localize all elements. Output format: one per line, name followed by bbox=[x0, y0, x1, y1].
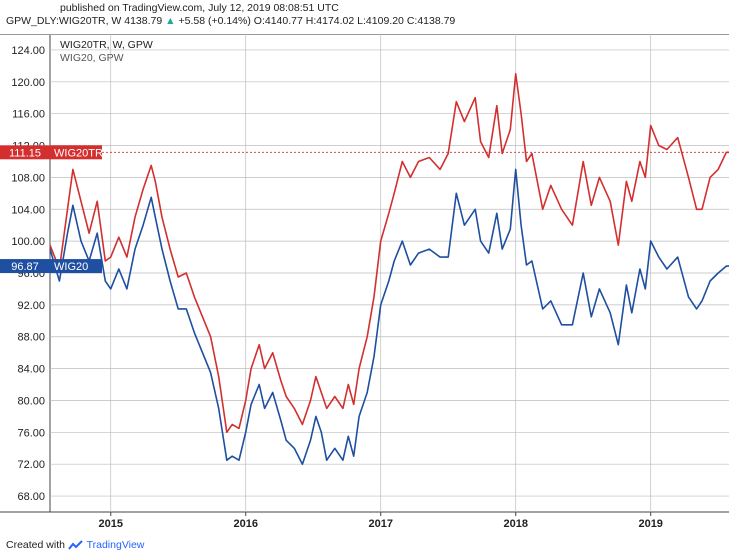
series-name-label: WIG20TR bbox=[54, 147, 103, 159]
last-value-label: 96.87 bbox=[11, 261, 39, 273]
y-tick-label: 108.00 bbox=[11, 172, 45, 184]
x-axis: 2015 2016 2017 2018 2019 bbox=[99, 512, 663, 530]
footer: Created with TradingView bbox=[6, 539, 144, 551]
series-line-wig20 bbox=[49, 168, 729, 466]
low-value: 4109.20 bbox=[365, 15, 404, 27]
legend-wig20: WIG20, GPW bbox=[60, 52, 124, 64]
last-price: 4138.79 bbox=[124, 15, 163, 27]
created-with-text: Created with bbox=[6, 539, 65, 551]
series-name-label: WIG20 bbox=[54, 261, 88, 273]
x-tick-label: 2016 bbox=[233, 518, 257, 530]
open-value: 4140.77 bbox=[264, 15, 303, 27]
series-line-wig20tr bbox=[49, 72, 729, 434]
y-tick-label: 104.00 bbox=[11, 204, 45, 216]
open-label: O: bbox=[253, 15, 265, 27]
y-tick-label: 68.00 bbox=[17, 491, 45, 503]
y-tick-label: 72.00 bbox=[17, 459, 45, 471]
close-value: 4138.79 bbox=[417, 15, 456, 27]
published-text: published on TradingView.com, July 12, 2… bbox=[60, 2, 339, 14]
high-label: H: bbox=[305, 15, 317, 27]
price-chart[interactable]: 68.0072.0076.0080.0084.0088.0092.0096.00… bbox=[0, 34, 729, 536]
series-lines bbox=[49, 72, 729, 466]
price-change: +5.58 (+0.14%) bbox=[178, 15, 251, 27]
last-value-badge bbox=[0, 259, 50, 274]
x-tick-label: 2015 bbox=[99, 518, 123, 530]
high-value: 4174.02 bbox=[316, 15, 355, 27]
tradingview-logo-icon bbox=[68, 540, 83, 550]
last-value-badge bbox=[0, 145, 50, 160]
last-value-label: 111.15 bbox=[9, 147, 41, 159]
legend-wig20tr: WIG20TR, W, GPW bbox=[60, 39, 153, 51]
grid bbox=[0, 34, 729, 513]
y-tick-label: 100.00 bbox=[11, 236, 45, 248]
symbol-text: GPW_DLY:WIG20TR, W bbox=[6, 15, 122, 27]
y-tick-label: 80.00 bbox=[17, 395, 45, 407]
y-axis: 68.0072.0076.0080.0084.0088.0092.0096.00… bbox=[11, 45, 45, 503]
y-tick-label: 92.00 bbox=[17, 300, 45, 312]
y-tick-label: 124.00 bbox=[11, 45, 45, 57]
y-tick-label: 84.00 bbox=[17, 364, 45, 376]
y-tick-label: 88.00 bbox=[17, 332, 45, 344]
y-tick-label: 120.00 bbox=[11, 77, 45, 89]
up-arrow-icon: ▲ bbox=[165, 15, 176, 27]
y-tick-label: 76.00 bbox=[17, 427, 45, 439]
x-tick-label: 2018 bbox=[503, 518, 527, 530]
legend: WIG20TR, W, GPW WIG20, GPW bbox=[60, 39, 153, 64]
series-name-badge bbox=[50, 145, 102, 160]
tradingview-brand[interactable]: TradingView bbox=[86, 539, 145, 551]
published-line: published on TradingView.com, July 12, 2… bbox=[60, 2, 339, 14]
series-name-badge bbox=[50, 259, 102, 274]
ohlc-line: GPW_DLY:WIG20TR, W 4138.79 ▲ +5.58 (+0.1… bbox=[6, 15, 455, 27]
x-tick-label: 2019 bbox=[638, 518, 662, 530]
low-label: L: bbox=[357, 15, 366, 27]
close-label: C: bbox=[406, 15, 418, 27]
last-value-markers: 111.15 WIG20TR 96.87 WIG20 bbox=[0, 145, 729, 274]
chart-header: published on TradingView.com, July 12, 2… bbox=[0, 0, 729, 36]
x-tick-label: 2017 bbox=[368, 518, 392, 530]
y-tick-label: 116.00 bbox=[12, 109, 45, 121]
